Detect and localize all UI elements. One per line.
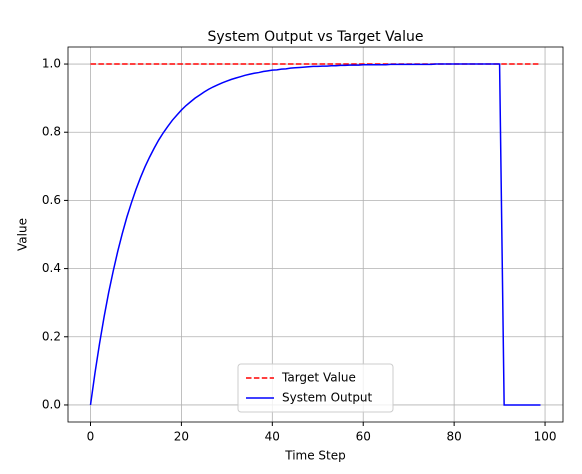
x-tick-label: 40 [265,430,280,444]
y-tick-label: 0.2 [42,329,61,343]
plot-frame [67,46,564,423]
x-axis-label: Time Step [284,449,346,463]
legend-box [237,363,394,413]
series-line [89,63,541,406]
x-tick-label: 60 [356,430,371,444]
y-tick-label: 0.0 [42,397,61,411]
y-tick-label: 1.0 [42,57,61,71]
legend-label: System Output [282,391,373,405]
x-tick-label: 0 [87,430,95,444]
x-tick-label: 20 [174,430,189,444]
legend: Target Value System Output [237,363,394,413]
chart-title: System Output vs Target Value [208,29,424,45]
legend-label: Target Value [281,371,356,385]
y-tick-label: 0.8 [42,125,61,139]
x-tick-label: 80 [446,430,461,444]
x-tick-label: 100 [534,430,557,444]
y-tick-label: 0.4 [42,261,61,275]
y-axis-label: Value [16,218,30,251]
y-tick-label: 0.6 [42,193,61,207]
